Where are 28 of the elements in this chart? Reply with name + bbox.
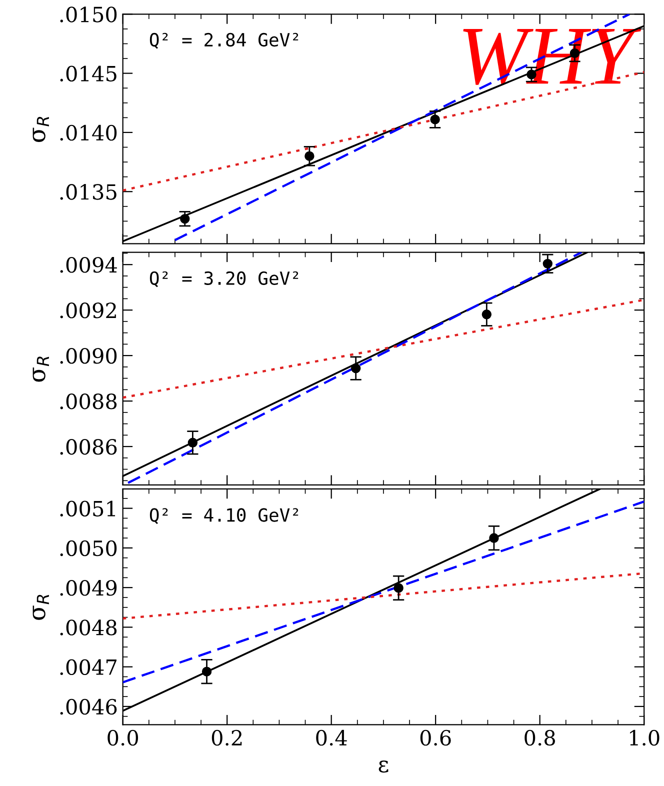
y-tick-label: .0051: [60, 500, 116, 517]
y-tick-label: .0046: [60, 698, 117, 715]
y-tick-label: .0094: [60, 257, 117, 273]
y-tick-label: .0150: [60, 6, 117, 22]
y-axis-title: σ$_{R}$: [32, 116, 49, 142]
y-tick-label: .0088: [60, 393, 117, 410]
x-tick-label: 0.8: [524, 730, 555, 746]
y-tick-label: .0092: [60, 302, 116, 318]
y-tick-label: .0049: [60, 580, 117, 596]
annotation: Q² = 3.20 GeV²: [150, 271, 298, 288]
y-tick-label: .0145: [60, 66, 116, 82]
y-tick-label: .0086: [60, 438, 117, 455]
annotation: Q² = 4.10 GeV²: [150, 508, 298, 524]
y-tick-label: .0140: [60, 124, 117, 141]
y-axis-title: σ$_{R}$: [32, 594, 49, 620]
x-tick-label: 1.0: [630, 730, 660, 746]
y-axis-title: σ$_{R}$: [32, 356, 49, 382]
x-tick-label: 0.0: [108, 730, 138, 746]
y-tick-label: .0135: [60, 184, 116, 200]
y-tick-label: .0090: [60, 348, 117, 364]
x-tick-label: 0.6: [420, 730, 451, 746]
y-tick-label: .0047: [60, 659, 116, 676]
y-tick-label: .0050: [60, 540, 117, 556]
y-tick-label: .0048: [60, 620, 117, 636]
x-tick-label: 0.2: [212, 730, 242, 746]
annotation: Q² = 2.84 GeV²: [150, 32, 298, 49]
x-tick-label: 0.4: [316, 730, 347, 746]
x-axis-title: ε: [378, 760, 388, 773]
